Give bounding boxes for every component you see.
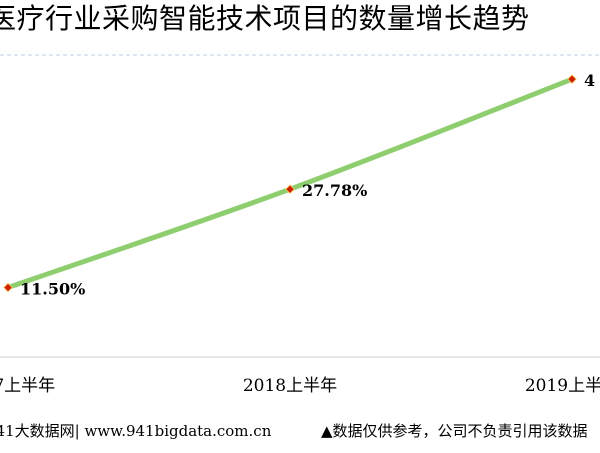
x-tick-label: 2018上半年 — [243, 376, 337, 396]
data-label: 11.50% — [20, 280, 85, 299]
x-tick-label: 2019上半年 — [525, 376, 600, 396]
series-layer — [3, 74, 577, 293]
data-label: 4 — [584, 71, 595, 90]
data-label: 27.78% — [302, 181, 367, 200]
source-text: 941大数据网| www.941bigdata.com.cn — [0, 422, 272, 440]
label-layer: 11.50% 2017上半年 27.78% 2018上半年 4 2019上半年 — [0, 71, 600, 396]
data-point-marker — [567, 74, 577, 84]
data-point-marker — [3, 282, 13, 293]
data-point-marker — [285, 184, 295, 195]
disclaimer-text: ▲数据仅供参考，公司不负责引用该数据 — [321, 422, 588, 440]
series-line — [5, 76, 575, 291]
chart-title: 医疗行业采购智能技术项目的数量增长趋势 — [0, 2, 530, 35]
x-tick-label: 2017上半年 — [0, 376, 55, 396]
